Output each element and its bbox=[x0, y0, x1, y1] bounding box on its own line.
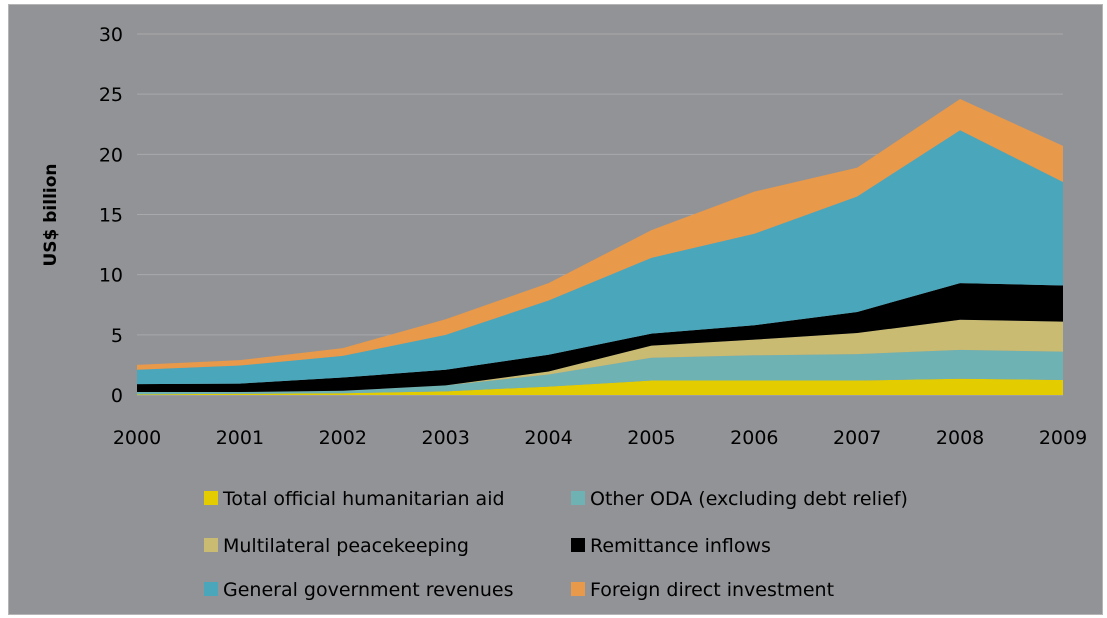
legend-label: General government revenues bbox=[223, 579, 513, 601]
y-tick-label: 15 bbox=[99, 205, 123, 227]
y-axis-title: US$ billion bbox=[41, 163, 61, 266]
legend-swatch bbox=[204, 491, 218, 505]
y-tick-label: 10 bbox=[99, 265, 123, 287]
legend-swatch bbox=[204, 582, 218, 596]
stacked-area-chart: US$ billion 0 5 10 15 20 25 30 2000 2001 2002 2003… bbox=[41, 24, 1087, 601]
legend-label: Remittance inflows bbox=[590, 535, 771, 557]
legend-item: Total official humanitarian aid bbox=[204, 488, 505, 510]
area-general-government-revenues bbox=[137, 130, 1063, 385]
area-remittance-inflows bbox=[137, 283, 1063, 392]
legend-swatch bbox=[571, 582, 585, 596]
legend-label: Foreign direct investment bbox=[590, 579, 834, 601]
y-tick-label: 25 bbox=[99, 84, 123, 106]
x-tick-label: 2004 bbox=[524, 427, 572, 449]
area-total-official-humanitarian-aid bbox=[137, 378, 1063, 395]
x-tick-label: 2002 bbox=[319, 427, 367, 449]
legend-label: Total official humanitarian aid bbox=[222, 488, 505, 510]
x-tick-label: 2003 bbox=[421, 427, 469, 449]
chart-frame: US$ billion 0 5 10 15 20 25 30 2000 2001 2002 2003… bbox=[8, 4, 1103, 615]
legend-item: Other ODA (excluding debt relief) bbox=[571, 488, 908, 510]
y-tick-label: 0 bbox=[111, 385, 123, 407]
x-tick-label: 2009 bbox=[1039, 427, 1087, 449]
legend-item: Remittance inflows bbox=[571, 535, 771, 557]
area-other-oda-excluding-debt-relief bbox=[137, 349, 1063, 395]
x-tick-label: 2008 bbox=[936, 427, 984, 449]
legend: Total official humanitarian aid Other ODA… bbox=[204, 488, 908, 601]
y-tick-label: 20 bbox=[99, 144, 123, 166]
tick-labels: 0 5 10 15 20 25 30 2000 2001 2002 2003 2004 2005 2006… bbox=[99, 24, 1087, 449]
legend-swatch bbox=[204, 538, 218, 552]
legend-label: Multilateral peacekeeping bbox=[223, 535, 469, 557]
x-tick-label: 2000 bbox=[113, 427, 161, 449]
legend-item: Multilateral peacekeeping bbox=[204, 535, 469, 557]
legend-item: General government revenues bbox=[204, 579, 513, 601]
x-tick-label: 2007 bbox=[833, 427, 881, 449]
area-foreign-direct-investment bbox=[137, 98, 1063, 370]
legend-swatch bbox=[571, 491, 585, 505]
x-tick-label: 2005 bbox=[627, 427, 675, 449]
y-tick-label: 5 bbox=[111, 325, 123, 347]
legend-swatch bbox=[571, 538, 585, 552]
y-tick-label: 30 bbox=[99, 24, 123, 46]
plot-areas bbox=[137, 98, 1063, 395]
area-multilateral-peacekeeping bbox=[137, 319, 1063, 392]
legend-item: Foreign direct investment bbox=[571, 579, 834, 601]
x-tick-label: 2001 bbox=[216, 427, 264, 449]
x-tick-label: 2006 bbox=[730, 427, 778, 449]
legend-label: Other ODA (excluding debt relief) bbox=[590, 488, 908, 510]
axes: US$ billion bbox=[41, 163, 61, 266]
